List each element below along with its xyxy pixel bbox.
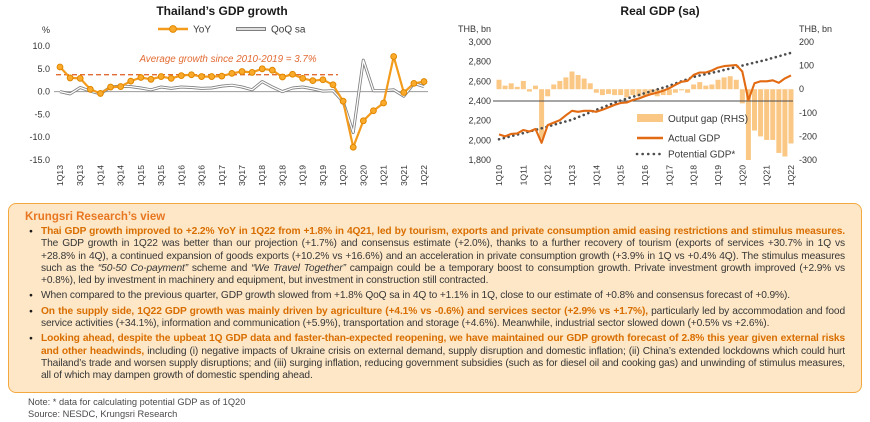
right-axis-unit: THB, bn bbox=[799, 24, 832, 34]
legend: YoY QoQ sa bbox=[158, 25, 306, 36]
chart-text: 3Q14 bbox=[116, 165, 126, 186]
x-axis-labels: 1Q10 1Q11 1Q12 1Q13 1Q14 1Q15 1Q16 1Q17 1Q18 1Q19… bbox=[494, 165, 796, 186]
chart-text: 1Q18 bbox=[257, 165, 267, 186]
chart-text: 5.0 bbox=[37, 64, 50, 74]
view-bullet: On the supply side, 1Q22 GDP growth was … bbox=[29, 305, 845, 331]
chart-text: 0 bbox=[799, 84, 804, 94]
right-axis-labels: 200 100 0 -100 -200 -300 bbox=[799, 37, 817, 165]
chart-text: -10.0 bbox=[29, 132, 50, 142]
x-axis-labels: 1Q13 3Q13 1Q14 3Q14 1Q15 3Q15 1Q16 3Q16 1Q17 3Q17… bbox=[55, 165, 429, 186]
chart-text: -100 bbox=[799, 108, 817, 118]
chart-text: 1,800 bbox=[468, 155, 491, 165]
chart-text: 1Q10 bbox=[494, 165, 504, 186]
footer-notes: Note: * data for calculating potential G… bbox=[28, 397, 245, 420]
chart-text: Actual GDP bbox=[668, 134, 721, 145]
chart-text: -5.0 bbox=[34, 109, 50, 119]
real-gdp-svg: Real GDP (sa) THB, bn THB, bn 3,000 2,800 2,6… bbox=[458, 4, 832, 186]
chart-text: 1Q19 bbox=[298, 165, 308, 186]
average-growth-label: Average growth since 2010-2019 = 3.7% bbox=[138, 54, 316, 65]
bullet-segment: When compared to the previous quarter, G… bbox=[41, 290, 790, 302]
yoy-legend-marker bbox=[169, 25, 177, 33]
chart-text: 1Q17 bbox=[217, 165, 227, 186]
y-axis-unit: % bbox=[42, 25, 50, 35]
research-view-title: Krungsri Research’s view bbox=[25, 211, 166, 223]
bullet-segment: On the supply side, 1Q22 GDP growth was … bbox=[41, 305, 652, 317]
chart-text: 2,400 bbox=[468, 96, 491, 106]
chart-text: 1Q22 bbox=[419, 165, 429, 186]
chart-text: -15.0 bbox=[29, 155, 50, 165]
left-axis-labels: 3,000 2,800 2,600 2,400 2,200 2,000 1,800 bbox=[468, 37, 491, 165]
bullet-segment: campaign could be a temporary boost to c… bbox=[41, 262, 845, 287]
chart-text: QoQ sa bbox=[271, 25, 306, 36]
note-line: Note: * data for calculating potential G… bbox=[28, 397, 246, 407]
chart-text: 2,200 bbox=[468, 116, 491, 126]
thailand-gdp-growth-chart: Thailand’s GDP growth YoY QoQ sa% 10.0 5.0 0.… bbox=[0, 2, 435, 200]
bullet-segment: particularly led by accommodation and fo… bbox=[41, 305, 845, 330]
chart-text: 1Q15 bbox=[136, 165, 146, 186]
chart-text: 3Q19 bbox=[318, 165, 328, 186]
chart-text: 2,000 bbox=[468, 135, 491, 145]
chart-text: 100 bbox=[799, 61, 814, 71]
chart-text: 3Q18 bbox=[277, 165, 287, 186]
chart-text: 1Q16 bbox=[176, 165, 186, 186]
chart-text: 3Q16 bbox=[197, 165, 207, 186]
chart-text: 3,000 bbox=[468, 37, 491, 47]
view-bullet: Thai GDP growth improved to +2.2% YoY in… bbox=[29, 226, 845, 287]
chart-text: 2,800 bbox=[468, 57, 491, 67]
chart-text: 1Q21 bbox=[379, 165, 389, 186]
research-view-box: Krungsri Research’s view Thai GDP growth… bbox=[8, 203, 862, 393]
real-gdp-chart: Real GDP (sa) THB, bn THB, bn 3,000 2,800 2,6… bbox=[435, 2, 870, 200]
chart-text: 3Q21 bbox=[399, 165, 409, 186]
left-axis-unit: THB, bn bbox=[458, 24, 491, 34]
view-bullet-list: Thai GDP growth improved to +2.2% YoY in… bbox=[25, 226, 845, 383]
chart-title: Thailand’s GDP growth bbox=[156, 4, 287, 18]
bullet-segment: Thai GDP growth improved to +2.2% YoY in… bbox=[41, 226, 845, 237]
bullet-segment: including (i) negative impacts of Ukrain… bbox=[41, 345, 845, 382]
chart-text: 3Q20 bbox=[358, 165, 368, 186]
chart-text: 10.0 bbox=[32, 41, 50, 51]
chart-text: 1Q15 bbox=[616, 165, 626, 186]
chart-text: 1Q16 bbox=[640, 165, 650, 186]
chart-text: 1Q13 bbox=[567, 165, 577, 186]
bullet-segment: “50-50 Co-payment” bbox=[97, 262, 189, 274]
bullet-segment: The GDP growth in 1Q22 was better than o… bbox=[41, 238, 845, 274]
bullet-segment: “We Travel Together” bbox=[251, 262, 346, 274]
yoy-markers bbox=[56, 53, 428, 151]
chart-text: 1Q20 bbox=[737, 165, 747, 186]
output-gap-bars bbox=[496, 71, 794, 160]
bullet-segment: scheme and bbox=[188, 262, 252, 274]
chart-text: 1Q18 bbox=[689, 165, 699, 186]
chart-text: YoY bbox=[193, 25, 211, 36]
chart-text: 1Q11 bbox=[518, 165, 528, 186]
chart-text: 1Q21 bbox=[762, 165, 772, 186]
chart-text: 1Q12 bbox=[543, 165, 553, 186]
chart-title: Real GDP (sa) bbox=[620, 4, 699, 18]
chart-text: 3Q15 bbox=[156, 165, 166, 186]
gdp-growth-svg: Thailand’s GDP growth YoY QoQ sa% 10.0 5.0 0.… bbox=[29, 4, 429, 186]
actual-gdp-line bbox=[498, 64, 792, 144]
chart-text: 200 bbox=[799, 37, 814, 47]
chart-text: 1Q19 bbox=[713, 165, 723, 186]
chart-text: -200 bbox=[799, 131, 817, 141]
chart-text: 1Q22 bbox=[786, 165, 796, 186]
chart-text: 1Q20 bbox=[338, 165, 348, 186]
source-line: Source: NESDC, Krungsri Research bbox=[28, 408, 178, 419]
chart-text: 1Q13 bbox=[55, 165, 65, 186]
chart-text: 3Q13 bbox=[75, 165, 85, 186]
chart-text: 0.0 bbox=[37, 87, 50, 97]
chart-text: Potential GDP* bbox=[668, 150, 735, 161]
chart-text: 3Q17 bbox=[237, 165, 247, 186]
chart-text: 1Q17 bbox=[664, 165, 674, 186]
chart-text: 1Q14 bbox=[591, 165, 601, 186]
bullet-segment: Looking ahead, despite the upbeat 1Q GDP… bbox=[41, 333, 845, 357]
view-bullet: When compared to the previous quarter, G… bbox=[29, 290, 845, 302]
chart-text: 2,600 bbox=[468, 76, 491, 86]
chart-text: -300 bbox=[799, 155, 817, 165]
chart-text: Output gap (RHS) bbox=[668, 114, 748, 125]
y-axis-labels: 10.0 5.0 0.0 -5.0 -10.0 -15.0 bbox=[29, 41, 50, 165]
legend: Output gap (RHS) Actual GDP Potential GDP* bbox=[635, 114, 748, 161]
chart-text: 1Q14 bbox=[95, 165, 105, 186]
view-bullet: Looking ahead, despite the upbeat 1Q GDP… bbox=[29, 333, 845, 382]
